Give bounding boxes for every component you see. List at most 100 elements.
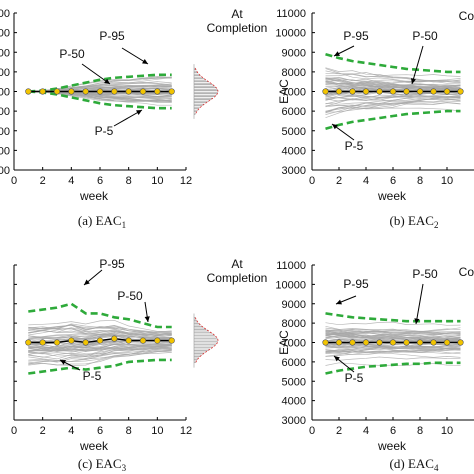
simulation-line [28, 352, 172, 366]
y-tick-label: 00 [0, 67, 10, 79]
y-tick-label: 3000 [282, 415, 306, 427]
simulation-line [325, 329, 461, 336]
y-tick-label: 00 [0, 8, 10, 20]
simulation-line [325, 100, 461, 113]
simulation-line [325, 351, 461, 358]
caption: (c) EAC3 [78, 456, 127, 473]
x-tick-label: 2 [336, 425, 342, 437]
annotation-arrowhead [60, 360, 66, 365]
simulation-line [325, 97, 461, 114]
y-tick-label: 4000 [282, 145, 306, 157]
series-p-50-point [457, 339, 464, 346]
annotation-arrowhead [334, 51, 340, 56]
series-p-50-point [335, 88, 343, 95]
series-p-50-point [389, 339, 397, 346]
y-tick-label: 11000 [276, 8, 306, 20]
caption-subscript: 3 [122, 463, 127, 473]
series-p-50-point [82, 88, 89, 95]
y-tick-label: 11000 [276, 260, 306, 272]
series-p-50-point [39, 339, 46, 346]
series-p-50-point [111, 335, 118, 342]
simulation-line [28, 330, 172, 337]
series-p-50-point [68, 88, 75, 95]
series-p-50-point [349, 339, 356, 346]
series-p-50-point [96, 88, 104, 95]
panel-2: 3000 4000 5000 6000 7000 8000 9000 10000 11000 0 2… [275, 8, 474, 230]
x-axis-label: week [79, 189, 109, 203]
series-p-50-point [349, 88, 356, 95]
series-p-50-point [53, 339, 61, 346]
y-tick-label: 6000 [282, 106, 306, 118]
series-p-50-point [154, 88, 161, 95]
series-p-50-point [362, 88, 370, 95]
annotation-p-50: P-50 [412, 29, 438, 43]
annotation-p-95: P-95 [99, 29, 125, 43]
caption-subscript: 1 [122, 220, 127, 230]
x-tick-label: 0 [309, 175, 315, 187]
simulation-line [325, 346, 461, 353]
annotation-completion: Completion [207, 271, 268, 285]
simulation-line [325, 356, 461, 361]
series-p-50-point [53, 88, 61, 95]
annotation-arrowhead [144, 316, 150, 322]
x-tick-label: 8 [126, 425, 132, 437]
simulation-line [28, 327, 172, 338]
x-tick-label: 4 [363, 175, 369, 187]
simulation-line [325, 327, 461, 337]
series-p-50-point [322, 339, 329, 346]
y-tick-label: 9000 [282, 47, 306, 59]
series-p-50-point [376, 339, 383, 346]
y-tick-label: 00 [0, 47, 10, 59]
y-tick-label: 00 [0, 126, 10, 138]
x-tick-label: 0 [309, 425, 315, 437]
y-tick-label: 00 [0, 145, 10, 157]
y-tick-label: 5000 [282, 126, 306, 138]
x-tick-label: 4 [363, 425, 369, 437]
y-tick-label: 00 [0, 165, 10, 177]
simulation-line [325, 345, 461, 350]
series-p-50-point [389, 88, 397, 95]
series-p-50-point [139, 88, 147, 95]
x-tick-label: 6 [390, 425, 396, 437]
simulation-line [28, 343, 172, 352]
simulation-line [28, 335, 172, 343]
simulation-line [325, 102, 461, 112]
caption-subscript: 4 [434, 463, 439, 473]
y-tick-label: 7000 [282, 87, 306, 99]
series-p-95-line [28, 73, 172, 93]
simulation-line [325, 84, 461, 96]
x-tick-label: 6 [97, 425, 103, 437]
y-axis-label: EAC [277, 79, 291, 104]
annotation-arrow [415, 283, 424, 325]
annotation-completion: Completion [207, 21, 268, 35]
simulation-line [325, 93, 461, 101]
series-p-50-point [139, 337, 147, 344]
series-p-5-line [325, 109, 461, 131]
y-tick-label: 00 [0, 87, 10, 99]
series-p-50-point [96, 337, 104, 344]
series-p-50-point [403, 339, 410, 346]
completion-histogram [193, 64, 219, 119]
simulation-line [28, 350, 172, 358]
y-tick-label: 7000 [282, 338, 306, 350]
series-p-5-line [28, 358, 172, 375]
simulation-line [325, 97, 461, 113]
annotation-arrowhead [104, 78, 110, 84]
simulation-line [28, 335, 172, 343]
simulation-line [325, 70, 461, 78]
x-tick-label: 2 [40, 175, 46, 187]
simulation-line [28, 344, 172, 363]
y-tick-label: 10000 [275, 279, 306, 291]
y-tick-label: 00 [0, 106, 10, 118]
x-tick-label: 10 [441, 425, 453, 437]
annotation-arrow [81, 63, 111, 85]
simulation-line [325, 79, 461, 89]
simulation-line [28, 345, 172, 354]
x-tick-label: 8 [417, 425, 423, 437]
series-p-50-point [362, 339, 370, 346]
x-tick-label: 4 [68, 175, 74, 187]
series-p-50-point [125, 88, 132, 95]
annotation-arrowhead [334, 356, 340, 362]
simulation-lines [28, 319, 172, 366]
